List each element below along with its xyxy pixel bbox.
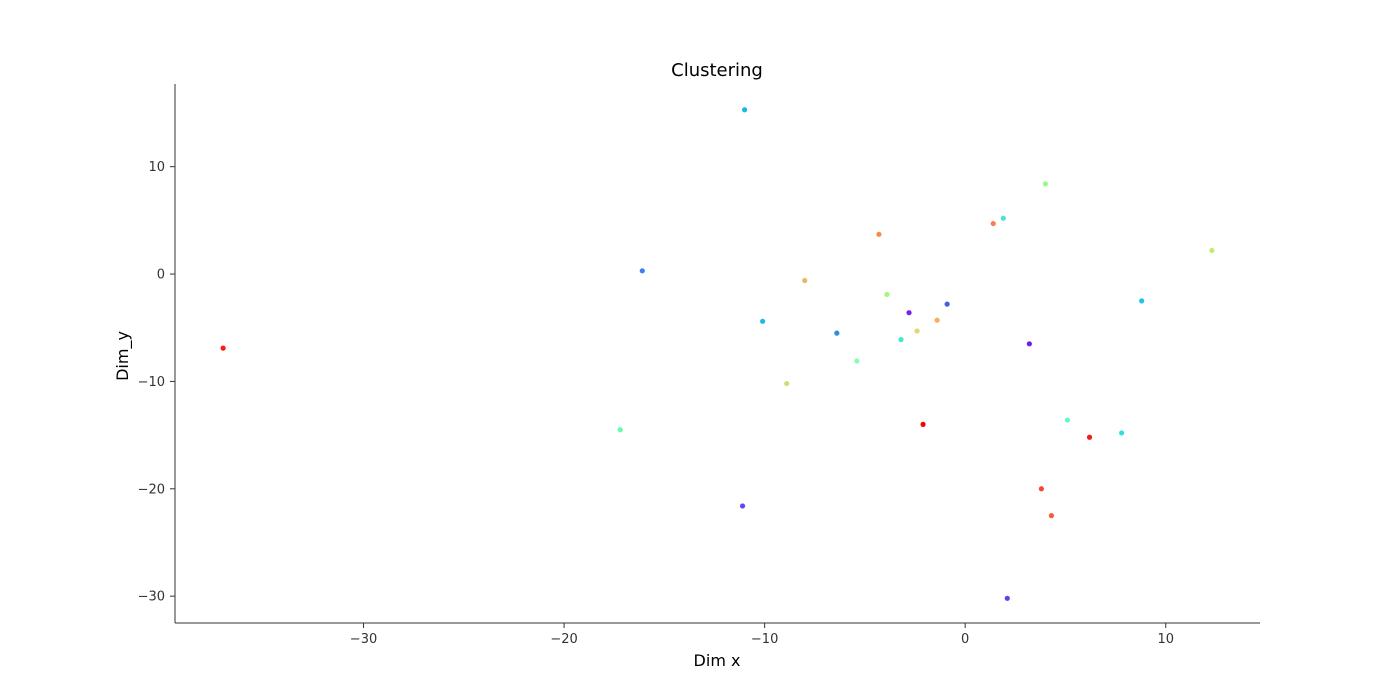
- axes: [174, 84, 1260, 624]
- y-tick-label: −20: [138, 482, 165, 497]
- scatter-point: [920, 421, 926, 427]
- scatter-point: [220, 345, 226, 351]
- scatter-point: [990, 220, 996, 227]
- scatter-point: [934, 317, 940, 323]
- scatter-point: [1026, 341, 1032, 347]
- scatter-point: [834, 330, 840, 336]
- scatter-point: [1004, 595, 1010, 601]
- scatter-point: [906, 310, 912, 316]
- y-tick-label: 0: [157, 268, 165, 283]
- scatter-point: [1000, 215, 1006, 221]
- scatter-point: [914, 328, 920, 334]
- scatter-point: [784, 380, 790, 387]
- scatter-point: [876, 231, 882, 237]
- scatter-point: [1048, 513, 1055, 519]
- scatter-point: [1038, 486, 1044, 492]
- scatter-point: [760, 318, 766, 324]
- scatter-point: [1064, 417, 1071, 423]
- x-tick-label: −10: [751, 632, 778, 647]
- y-ticks: −30 −20 −10 0 10: [138, 160, 175, 605]
- x-tick-label: 0: [961, 632, 969, 647]
- scatter-point: [617, 427, 623, 433]
- scatter-point: [944, 301, 950, 307]
- y-tick-label: 10: [148, 160, 165, 175]
- scatter-point: [1139, 298, 1145, 304]
- scatter-point: [739, 503, 746, 509]
- data-points: [220, 107, 1215, 601]
- x-tick-label: −20: [550, 632, 577, 647]
- y-tick-label: −30: [138, 590, 165, 605]
- scatter-point: [1209, 247, 1215, 254]
- scatter-point: [898, 336, 904, 343]
- scatter-point: [741, 107, 748, 113]
- scatter-point: [1119, 430, 1125, 436]
- chart-title: Clustering: [671, 60, 763, 81]
- scatter-point: [802, 277, 808, 284]
- x-tick-label: 10: [1157, 632, 1174, 647]
- x-tick-label: −30: [350, 632, 377, 647]
- x-ticks: −30 −20 −10 0 10: [350, 623, 1174, 647]
- x-axis-label: Dim x: [694, 651, 741, 670]
- y-tick-label: −10: [138, 375, 165, 390]
- scatter-point: [1086, 434, 1093, 440]
- scatter-point: [854, 358, 860, 364]
- scatter-point: [1042, 181, 1049, 187]
- scatter-point: [639, 268, 645, 274]
- scatter-point: [884, 291, 890, 298]
- y-axis-label: Dim_y: [113, 331, 133, 381]
